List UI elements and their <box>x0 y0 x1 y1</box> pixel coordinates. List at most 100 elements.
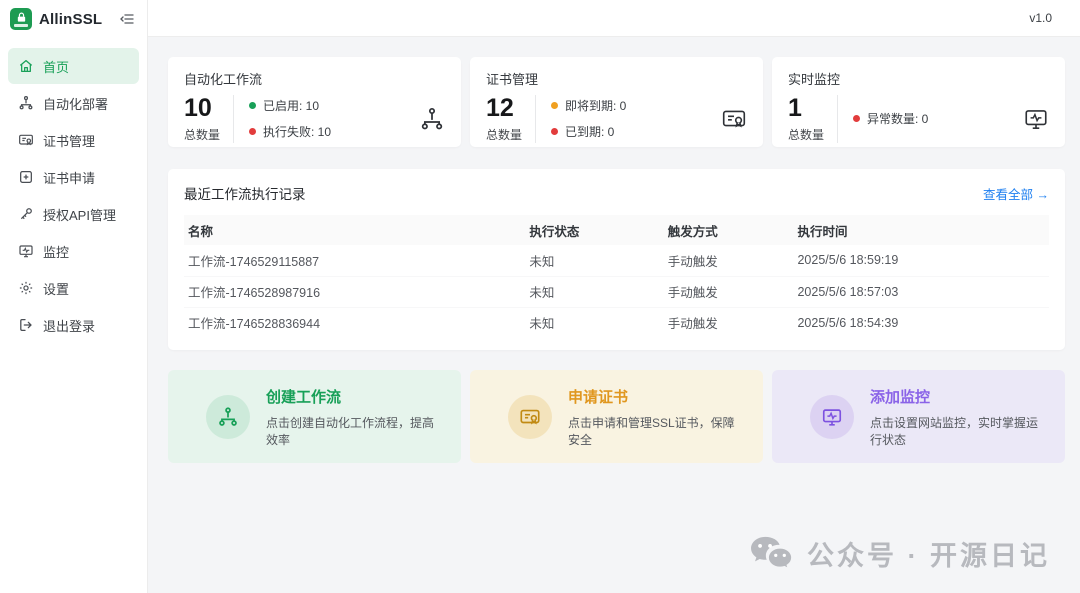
logo-mini-text <box>14 23 28 27</box>
stat-card-certificates: 证书管理 12 总数量 即将到期: 0 <box>470 57 763 147</box>
app-title: AllinSSL <box>39 10 103 28</box>
sidebar-item-home[interactable]: 首页 <box>8 48 139 84</box>
sidebar-item-label: 监控 <box>43 244 70 260</box>
stats-row: 自动化工作流 10 总数量 已启用: 10 <box>168 57 1065 147</box>
watermark-text: 公众号 · 开源日记 <box>807 541 1050 571</box>
records-title: 最近工作流执行记录 <box>184 187 306 202</box>
home-icon <box>18 58 34 74</box>
certificate-icon <box>508 394 552 439</box>
content: 自动化工作流 10 总数量 已启用: 10 <box>148 37 1080 593</box>
stat-total-value: 1 <box>788 94 802 122</box>
cell-name: 工作流-1746529115887 <box>184 245 522 277</box>
action-title: 添加监控 <box>870 388 931 406</box>
cell-status: 未知 <box>521 245 660 277</box>
sidebar-item-api-manage[interactable]: 授权API管理 <box>8 196 139 232</box>
sidebar-item-label: 证书管理 <box>43 133 96 149</box>
apply-certificate-card[interactable]: 申请证书 点击申请和管理SSL证书，保障安全 <box>470 370 763 463</box>
sidebar-item-cert-manage[interactable]: 证书管理 <box>8 122 139 158</box>
sidebar-item-monitor[interactable]: 监控 <box>8 233 139 269</box>
sidebar-item-logout[interactable]: 退出登录 <box>8 307 139 343</box>
status-dot <box>551 128 559 136</box>
stat-total-value: 10 <box>184 94 212 122</box>
sidebar-item-label: 首页 <box>43 59 70 75</box>
stat-total-value: 12 <box>486 94 514 122</box>
status-dot <box>249 102 257 110</box>
action-desc: 点击申请和管理SSL证书，保障安全 <box>568 415 735 447</box>
status-label: 异常数量: 0 <box>867 112 929 127</box>
cell-name: 工作流-1746528836944 <box>188 317 321 332</box>
action-desc: 点击设置网站监控，实时掌握运行状态 <box>870 415 1039 447</box>
status-dot <box>249 128 257 136</box>
table-row[interactable]: 工作流-1746528836944 未知 手动触发 2025/5/6 18:54… <box>184 307 1049 338</box>
workflow-icon <box>206 394 250 439</box>
status-dot <box>853 115 861 123</box>
cell-trigger: 手动触发 <box>667 317 718 332</box>
col-trigger: 触发方式 <box>659 215 790 245</box>
gear-icon <box>18 280 34 296</box>
workflow-icon <box>419 106 445 132</box>
logout-icon <box>18 317 34 333</box>
sidebar-collapse-icon[interactable] <box>119 11 135 27</box>
table-header-row: 名称 执行状态 触发方式 执行时间 <box>184 215 1049 245</box>
status-enabled: 已启用: 10 <box>249 97 331 114</box>
action-title: 申请证书 <box>568 388 629 406</box>
watermark: 公众号 · 开源日记 <box>748 534 1050 573</box>
add-monitor-card[interactable]: 添加监控 点击设置网站监控，实时掌握运行状态 <box>772 370 1065 463</box>
stat-title: 实时监控 <box>788 72 841 87</box>
col-time: 执行时间 <box>789 215 1049 245</box>
view-all-link[interactable]: 查看全部 → <box>983 187 1049 202</box>
monitor-icon <box>810 394 854 439</box>
key-icon <box>18 206 34 222</box>
stat-title: 自动化工作流 <box>184 72 263 87</box>
status-expired: 已到期: 0 <box>551 123 626 140</box>
sidebar-item-auto-deploy[interactable]: 自动化部署 <box>8 85 139 121</box>
create-workflow-card[interactable]: 创建工作流 点击创建自动化工作流程，提高效率 <box>168 370 461 463</box>
monitor-icon <box>1023 106 1049 132</box>
sidebar-item-label: 设置 <box>43 281 70 297</box>
sidebar-item-label: 证书申请 <box>43 170 96 186</box>
wechat-icon <box>748 535 794 573</box>
actions-row: 创建工作流 点击创建自动化工作流程，提高效率 申请证书 点击申请和管理SSL证书… <box>168 370 1065 463</box>
sidebar: AllinSSL 首页 自动化部署 <box>0 0 148 593</box>
logo-row: AllinSSL <box>0 0 147 38</box>
records-table: 名称 执行状态 触发方式 执行时间 工作流-1746529115887 未知 手… <box>184 215 1049 338</box>
app-logo <box>10 8 32 30</box>
status-failed: 执行失败: 10 <box>249 123 331 140</box>
cell-trigger: 手动触发 <box>659 276 790 308</box>
action-title: 创建工作流 <box>266 388 342 406</box>
cell-status: 未知 <box>521 276 660 308</box>
status-label: 即将到期: 0 <box>565 99 627 114</box>
certificate-icon <box>18 132 34 148</box>
status-abnormal: 异常数量: 0 <box>853 110 928 127</box>
sidebar-item-cert-apply[interactable]: 证书申请 <box>8 159 139 195</box>
stat-total-label: 总数量 <box>486 127 523 142</box>
monitor-icon <box>18 243 34 259</box>
cell-time: 2025/5/6 18:54:39 <box>797 315 899 330</box>
col-status: 执行状态 <box>521 215 660 245</box>
stat-total-label: 总数量 <box>788 127 825 142</box>
stat-total-label: 总数量 <box>184 127 221 142</box>
cell-time: 2025/5/6 18:59:19 <box>789 245 1049 277</box>
sidebar-item-label: 授权API管理 <box>43 207 116 223</box>
stat-card-workflows: 自动化工作流 10 总数量 已启用: 10 <box>168 57 461 147</box>
table-row[interactable]: 工作流-1746528987916 未知 手动触发 2025/5/6 18:57… <box>184 276 1049 308</box>
cell-trigger: 手动触发 <box>659 245 790 277</box>
topbar: v1.0 <box>148 0 1080 37</box>
lock-icon <box>17 12 25 22</box>
cell-name: 工作流-1746528987916 <box>184 276 522 308</box>
records-card: 最近工作流执行记录 查看全部 → 名称 执行状态 触发方式 执行时间 <box>168 169 1065 350</box>
version-label: v1.0 <box>1029 11 1052 25</box>
cell-time: 2025/5/6 18:57:03 <box>789 276 1049 308</box>
table-row[interactable]: 工作流-1746529115887 未知 手动触发 2025/5/6 18:59… <box>184 245 1049 277</box>
sidebar-item-settings[interactable]: 设置 <box>8 270 139 306</box>
stat-title: 证书管理 <box>486 72 539 87</box>
main-area: v1.0 自动化工作流 10 总数量 已启用: 10 <box>148 0 1080 593</box>
sidebar-item-label: 自动化部署 <box>43 96 109 112</box>
sidebar-item-label: 退出登录 <box>43 318 96 334</box>
certificate-icon <box>721 106 747 132</box>
status-label: 已到期: 0 <box>565 125 615 140</box>
certificate-add-icon <box>18 169 34 185</box>
action-desc: 点击创建自动化工作流程，提高效率 <box>266 415 435 447</box>
status-label: 已启用: 10 <box>263 99 320 114</box>
